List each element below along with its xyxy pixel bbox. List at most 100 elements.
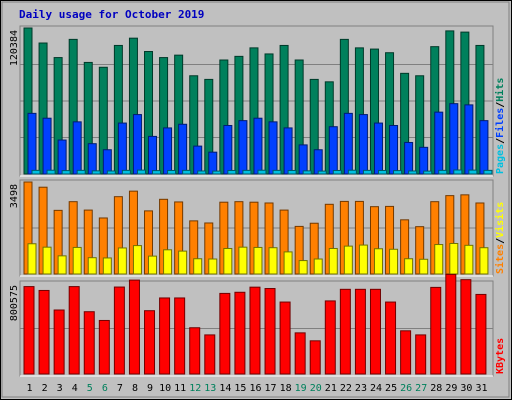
bar-sites-day-15: [238, 246, 248, 275]
bar-pages-day-30: [468, 169, 478, 175]
bar-kbytes-day-14: [219, 292, 231, 375]
bar-files-day-28: [434, 111, 444, 175]
x-tick-day-29: 29: [445, 383, 457, 394]
bar-sites-day-23: [358, 244, 368, 275]
bar-files-day-24: [373, 122, 383, 175]
bar-kbytes-day-1: [23, 286, 35, 375]
bar-sites-day-1: [27, 243, 37, 275]
legend-files: Files: [494, 108, 506, 138]
x-tick-day-22: 22: [340, 383, 352, 394]
bar-pages-day-16: [257, 169, 267, 175]
bar-files-day-18: [283, 127, 293, 175]
bar-files-day-10: [163, 127, 173, 175]
bar-kbytes-day-6: [98, 319, 110, 375]
bar-pages-day-3: [61, 170, 71, 175]
bar-kbytes-day-10: [159, 297, 171, 375]
legend-visits: Visits: [494, 202, 506, 238]
x-tick-day-21: 21: [325, 383, 337, 394]
x-tick-day-1: 1: [27, 383, 33, 394]
bar-pages-day-31: [483, 169, 493, 175]
x-tick-day-13: 13: [204, 383, 216, 394]
bar-pages-day-1: [31, 169, 41, 175]
bar-files-day-30: [464, 104, 474, 175]
bar-files-day-25: [389, 124, 399, 175]
bar-pages-day-9: [152, 170, 162, 175]
x-tick-day-7: 7: [117, 383, 123, 394]
x-tick-day-31: 31: [475, 383, 487, 394]
bar-kbytes-day-22: [339, 288, 351, 375]
bar-pages-day-26: [408, 170, 418, 175]
bar-files-day-16: [253, 117, 263, 175]
bar-kbytes-day-11: [174, 297, 186, 375]
bar-files-day-14: [223, 124, 233, 175]
bar-files-day-4: [72, 121, 82, 175]
bar-files-day-1: [27, 112, 37, 175]
legend-separator: /: [495, 102, 506, 108]
bar-kbytes-day-28: [430, 286, 442, 375]
bar-files-day-9: [148, 135, 158, 175]
x-tick-day-12: 12: [189, 383, 201, 394]
bar-kbytes-day-4: [68, 286, 80, 375]
x-tick-day-25: 25: [385, 383, 397, 394]
bar-kbytes-day-29: [445, 273, 457, 375]
x-tick-day-3: 3: [57, 383, 63, 394]
x-tick-day-20: 20: [310, 383, 322, 394]
bar-kbytes-day-31: [475, 293, 487, 375]
bar-files-day-15: [238, 120, 248, 175]
bar-sites-day-14: [223, 247, 233, 275]
bar-pages-day-15: [242, 169, 252, 175]
bar-sites-day-25: [389, 248, 399, 275]
bar-sites-day-5: [87, 257, 97, 275]
bar-pages-day-24: [377, 169, 387, 175]
bar-sites-day-29: [449, 242, 459, 275]
bar-files-day-7: [117, 122, 127, 175]
bar-pages-day-25: [393, 170, 403, 175]
bar-files-day-31: [479, 120, 489, 175]
legend-separator: /: [495, 138, 506, 144]
x-tick-day-26: 26: [400, 383, 412, 394]
legend-pages: Pages: [495, 144, 506, 174]
bar-pages-day-6: [106, 170, 116, 175]
axis-legend: Sites/Visits: [494, 202, 506, 274]
x-tick-day-30: 30: [460, 383, 472, 394]
bar-sites-day-13: [208, 258, 218, 275]
bar-kbytes-day-16: [249, 286, 261, 375]
bar-kbytes-day-17: [264, 288, 276, 375]
kbytes-panel: 800575 KBytes: [9, 273, 506, 377]
bar-sites-day-17: [268, 247, 278, 275]
x-tick-day-4: 4: [72, 383, 78, 394]
bar-sites-day-27: [419, 258, 429, 275]
bar-kbytes-day-13: [204, 334, 216, 375]
x-axis: 1 2 3 4 5 6 7 8 9 10 11 12 13 14 15 16 17 18 19 20 21 22 23 24 2…: [27, 383, 488, 394]
bar-sites-day-6: [102, 257, 112, 275]
bar-files-day-11: [178, 123, 188, 175]
panels-group: 120384Pages/Files/Hits3498Sites/Visits80…: [9, 25, 506, 377]
bar-kbytes-day-9: [144, 310, 156, 375]
bar-sites-day-3: [57, 255, 67, 275]
bar-sites-day-20: [313, 258, 323, 275]
bar-files-day-26: [404, 141, 414, 175]
axis-legend: Pages/Files/Hits: [494, 78, 506, 174]
bar-pages-day-11: [182, 169, 192, 175]
series-kbytes: [23, 273, 487, 375]
bar-kbytes-day-12: [189, 327, 201, 375]
bar-files-day-29: [449, 103, 459, 175]
bar-sites-day-30: [464, 244, 474, 275]
legend-hits: Hits: [494, 78, 506, 102]
bar-pages-day-18: [287, 169, 297, 175]
bar-kbytes-day-8: [128, 279, 140, 375]
x-tick-day-9: 9: [147, 383, 153, 394]
bar-pages-day-8: [136, 169, 146, 175]
bar-sites-day-8: [132, 245, 142, 275]
x-tick-day-23: 23: [355, 383, 367, 394]
bar-kbytes-day-2: [38, 289, 50, 375]
y-max-label: 3498: [9, 184, 20, 208]
bar-kbytes-day-27: [415, 334, 427, 375]
bar-sites-day-18: [283, 251, 293, 275]
legend-kbytes: KBytes: [495, 338, 506, 374]
axis-legend: KBytes: [495, 338, 506, 374]
bar-kbytes-day-21: [324, 300, 336, 375]
bar-sites-day-28: [434, 244, 444, 275]
bar-sites-day-31: [479, 247, 489, 275]
bar-files-day-3: [57, 139, 67, 175]
